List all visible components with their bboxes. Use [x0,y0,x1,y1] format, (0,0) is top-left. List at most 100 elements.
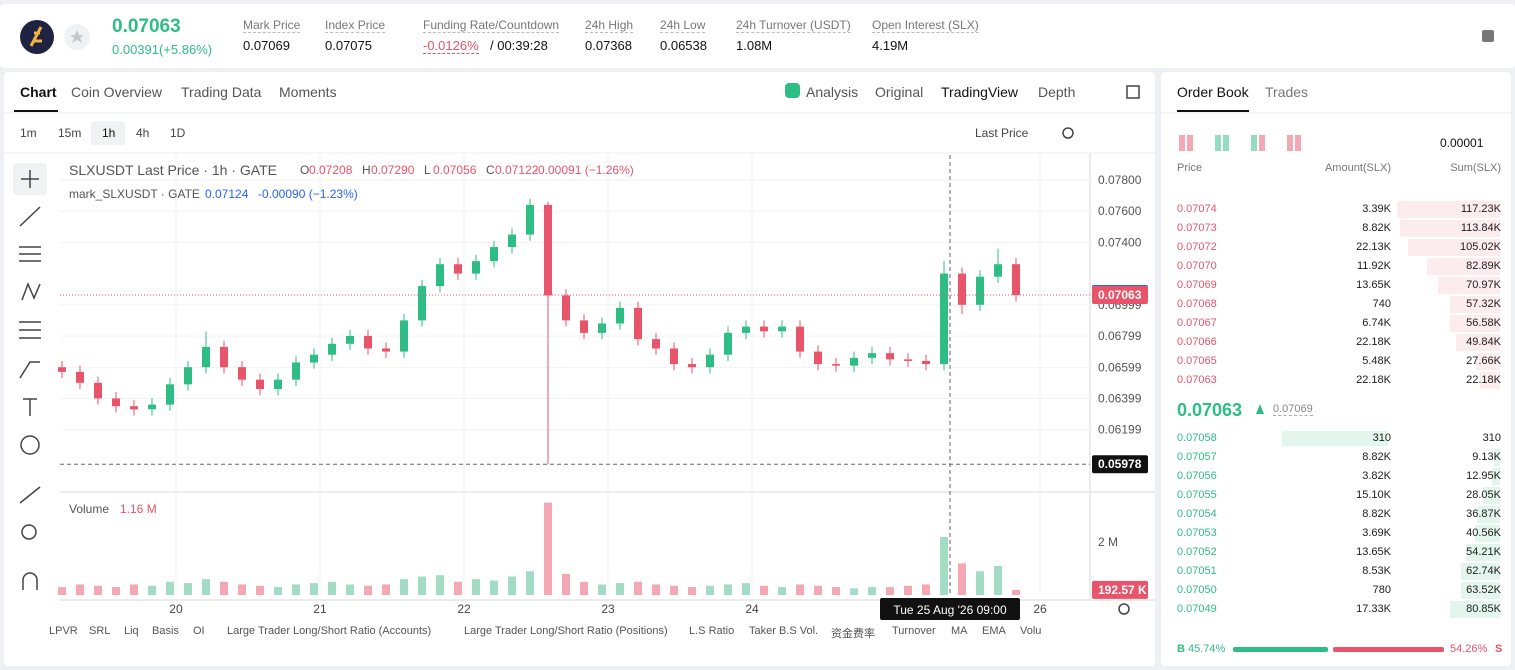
tab[interactable]: Chart [20,84,57,100]
price-source[interactable]: Last Price [975,126,1029,140]
legend-change: -0.00091 (−1.26%) [534,163,634,177]
view-tab[interactable]: TradingView [941,84,1019,100]
candle-body [291,362,300,380]
ob-amount: 22.18K [1356,336,1391,348]
measure-tool[interactable] [19,321,41,339]
volume-bar [219,581,228,595]
fib-tool[interactable] [19,246,41,262]
volume-bar [453,581,462,595]
candle-body [327,343,336,355]
ohlc-label: C [486,163,495,177]
depth-mode[interactable] [1287,135,1293,151]
indicator[interactable]: Basis [152,625,179,637]
indicator[interactable]: OI [193,625,205,637]
crosshair-tool[interactable] [21,170,39,188]
ob-amount: 15.10K [1356,489,1391,501]
volume-bar [93,585,102,595]
ob-sum: 63.52K [1466,584,1501,596]
ob-column: Amount(SLX) [1324,162,1391,174]
chart-settings[interactable] [1118,603,1130,615]
candle-body [778,326,787,332]
candle-body [976,276,985,305]
indicator[interactable]: Volu [1020,625,1042,637]
ob-price: 0.07074 [1177,203,1217,215]
ob-amount: 11.92K [1356,260,1391,272]
buy-label: B [1177,643,1185,655]
ob-amount: 17.33K [1356,603,1391,615]
volume-bar [616,583,625,595]
plot: 0.078000.076000.074000.069990.067990.065… [57,155,1148,620]
candle-body [129,406,138,410]
indicator[interactable]: MA [951,625,968,637]
depth-bar [1437,277,1500,294]
ruler-tool[interactable] [19,486,41,504]
indicator[interactable]: LPVR [49,625,78,637]
tab[interactable]: Moments [279,84,337,100]
settings-icon[interactable] [1482,30,1494,42]
sell-bar [1333,647,1444,652]
ob-sum: 82.89K [1466,260,1501,272]
indicator[interactable]: EMA [982,625,1006,637]
candle-body [147,404,156,410]
volume-bar [814,585,823,595]
view-tab[interactable]: Analysis [806,84,859,100]
line-tool[interactable] [19,206,41,227]
stat-label: 24h Turnover (USDT) [736,18,851,33]
ob-amount: 3.39K [1362,203,1391,215]
volume-bar [57,587,66,595]
pattern-tool[interactable] [21,281,41,301]
depth-mode[interactable] [1215,135,1221,151]
depth-mode[interactable] [1251,135,1257,151]
volume-bar [165,581,174,595]
candle-body [670,348,679,365]
candle-body [471,261,480,274]
interval[interactable]: 1D [170,126,186,140]
tab[interactable]: Trading Data [181,84,262,100]
emoji-tool[interactable] [20,435,40,455]
interval[interactable]: 4h [136,126,150,140]
depth-mode[interactable] [1179,135,1185,151]
candle-body [255,379,264,390]
volume-bar [688,587,697,595]
candle-body [922,360,931,365]
indicator[interactable]: Large Trader Long/Short Ratio (Positions… [464,625,668,637]
view-tab[interactable]: Original [875,84,924,100]
ob-column: Price [1177,162,1203,174]
ob-sum: 62.74K [1466,565,1501,577]
indicator[interactable]: Liq [124,625,139,637]
search-icon[interactable] [1062,127,1074,139]
indicator[interactable]: SRL [89,625,111,637]
volume-bar [634,581,643,595]
indicator[interactable]: 资金费率 [831,628,875,640]
volume-bar [147,585,156,595]
indicator[interactable]: Taker B.S Vol. [749,625,819,637]
sell-label: S [1495,643,1503,655]
indicator[interactable]: Large Trader Long/Short Ratio (Accounts) [227,625,432,637]
brush-tool[interactable] [19,361,40,379]
magnet-tool[interactable] [22,572,38,590]
interval[interactable]: 1h [102,126,116,140]
volume-bar [291,584,300,595]
ob-tab[interactable]: Trades [1265,84,1309,100]
window-icon[interactable] [1126,85,1140,99]
text-tool[interactable] [23,398,37,416]
interval[interactable]: 1m [20,126,37,140]
candle-body [742,326,751,333]
stat-label: Mark Price [243,18,301,33]
y-tick-label: 0.06599 [1098,360,1142,374]
view-tab[interactable]: Depth [1038,84,1076,100]
indicator[interactable]: Turnover [892,625,936,637]
precision[interactable]: 0.00001 [1440,136,1484,150]
interval[interactable]: 15m [58,126,82,140]
last-price: 0.07063 [112,16,181,37]
ob-sum: 22.18K [1466,374,1501,386]
ob-tab[interactable]: Order Book [1177,84,1249,100]
volume-value: 1.16 M [120,502,157,516]
zoom-tool[interactable] [21,524,37,540]
ob-price: 0.07065 [1177,355,1217,367]
ob-sum: 117.23K [1460,203,1501,215]
tab[interactable]: Coin Overview [71,84,163,100]
ob-amount: 22.13K [1356,241,1391,253]
volume-bar [796,584,805,595]
indicator[interactable]: L.S Ratio [689,625,735,637]
